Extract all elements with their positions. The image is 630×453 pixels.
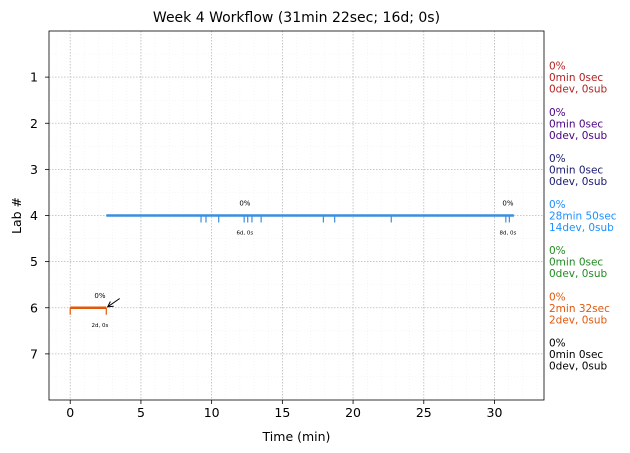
y-tick-label: 3 <box>30 162 38 177</box>
lab-6-devsub: 2dev, 0sub <box>549 314 608 326</box>
x-tick-label: 20 <box>345 405 361 420</box>
lab-1-percent: 0% <box>549 61 566 73</box>
annotation-percent: 0% <box>239 200 250 208</box>
lab-3-devsub: 0dev, 0sub <box>549 176 608 188</box>
lab-3-percent: 0% <box>549 153 566 165</box>
lab-1-duration: 0min 0sec <box>549 72 603 84</box>
lab-3-duration: 0min 0sec <box>549 164 603 176</box>
lab-7-percent: 0% <box>549 337 566 349</box>
x-tick-label: 5 <box>137 405 145 420</box>
lab-6-percent: 0% <box>549 291 566 303</box>
x-axis: 0 5 10 15 20 25 30 <box>66 400 502 420</box>
y-tick-label: 5 <box>30 254 38 269</box>
y-tick-label: 6 <box>30 300 38 315</box>
lab-2-duration: 0min 0sec <box>549 118 603 130</box>
lab-7-duration: 0min 0sec <box>549 349 603 361</box>
transition-arrow <box>107 298 120 308</box>
x-axis-label: Time (min) <box>262 429 331 444</box>
x-tick-label: 0 <box>66 405 74 420</box>
x-tick-label: 10 <box>204 405 220 420</box>
lab-5-duration: 0min 0sec <box>549 257 603 269</box>
lab-4-percent: 0% <box>549 199 566 211</box>
lab-5-devsub: 0dev, 0sub <box>549 268 608 280</box>
lab-7-devsub: 0dev, 0sub <box>549 360 608 372</box>
annotation-percent: 0% <box>502 200 513 208</box>
annotation-duration: 2d, 0s <box>91 323 108 329</box>
x-tick-label: 30 <box>487 405 503 420</box>
y-tick-label: 2 <box>30 116 38 131</box>
x-tick-label: 15 <box>274 405 290 420</box>
lab-2-percent: 0% <box>549 107 566 119</box>
data-marks: 0% 6d, 0s 0% 8d, 0s 0% 2d, 0s <box>69 200 517 329</box>
annotation-percent: 0% <box>94 292 105 300</box>
transition-arrowhead <box>106 301 114 308</box>
lab-2-devsub: 0dev, 0sub <box>549 130 608 142</box>
annotation-duration: 8d, 0s <box>500 231 517 237</box>
annotation-duration: 6d, 0s <box>236 231 253 237</box>
y-tick-label: 1 <box>30 70 38 85</box>
y-axis-label: Lab # <box>9 197 24 234</box>
lab-6-duration: 2min 32sec <box>549 303 610 315</box>
chart-title: Week 4 Workflow (31min 22sec; 16d; 0s) <box>153 10 440 26</box>
lab-4-duration: 28min 50sec <box>549 211 617 223</box>
y-tick-label: 4 <box>30 208 38 223</box>
y-tick-label: 7 <box>30 346 38 361</box>
lab-5-percent: 0% <box>549 245 566 257</box>
lab-4-devsub: 14dev, 0sub <box>549 222 614 234</box>
x-tick-label: 25 <box>416 405 432 420</box>
y-axis: 1 2 3 4 5 6 7 <box>30 70 49 361</box>
lab-1-devsub: 0dev, 0sub <box>549 84 608 96</box>
